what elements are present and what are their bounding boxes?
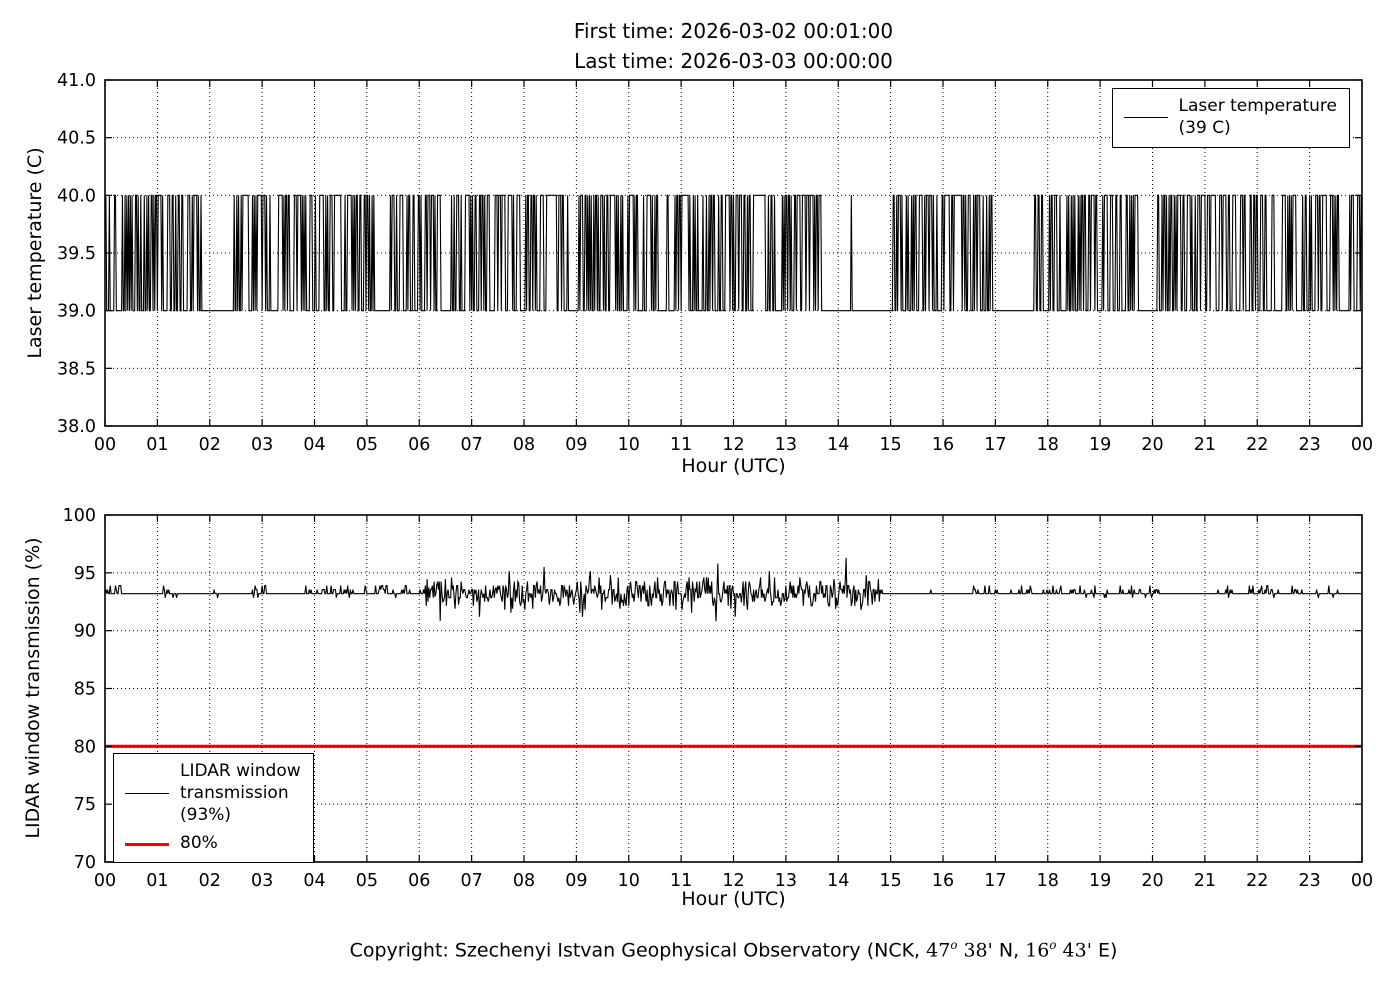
x-tick-label: 09 [565, 435, 587, 455]
y-tick-label: 75 [74, 795, 96, 815]
x-tick-label: 03 [251, 871, 273, 891]
legend-laser-temperature: Laser temperature (39 C) [1111, 88, 1350, 148]
x-tick-label: 04 [303, 871, 325, 891]
x-tick-label: 01 [146, 871, 168, 891]
x-tick-label: 08 [513, 871, 535, 891]
window-transmission-plot: 00 01 02 03 04 05 06 07 08 09 10 11 12 13 14 15 16 17 18 19… [63, 506, 1374, 891]
title-last-time: Last time: 2026-03-03 00:00:00 [574, 49, 893, 73]
copyright-line: Copyright: Szechenyi Istvan Geophysical … [105, 938, 1362, 961]
x-tick-label: 02 [199, 871, 221, 891]
x-tick-label: 06 [408, 871, 430, 891]
copyright-part: 43' [1056, 939, 1092, 962]
x-tick-label: 05 [356, 435, 378, 455]
y-tick-label: 38.5 [57, 359, 96, 379]
legend-entry: Laser temperature (39 C) [1123, 96, 1337, 140]
x-tick-label: 07 [460, 435, 482, 455]
x-tick-label: 18 [1037, 871, 1059, 891]
legend-label-window-transmission: LIDAR window transmission (93%) [180, 761, 301, 825]
x-tick-label: 19 [1089, 435, 1111, 455]
y-tick-label: 85 [74, 680, 96, 700]
x-tick-label: 04 [303, 435, 325, 455]
x-tick-label: 01 [146, 435, 168, 455]
copyright-part: E) [1091, 939, 1118, 962]
x-tick-label: 09 [565, 871, 587, 891]
x-tick-label: 13 [775, 435, 797, 455]
x-tick-label: 22 [1246, 435, 1268, 455]
x-tick-label: 15 [879, 871, 901, 891]
x-tick-label: 14 [827, 871, 849, 891]
x-tick-label: 00 [1351, 435, 1373, 455]
laser-temperature-plot: 00 01 02 03 04 05 06 07 08 09 10 11 12 13 14 15 16 17 18 19… [57, 71, 1373, 455]
x-tick-label: 21 [1194, 435, 1216, 455]
x-tick-label: 23 [1298, 871, 1320, 891]
x-tick-label: 05 [356, 871, 378, 891]
y-tick-label: 40.5 [57, 129, 96, 149]
legend-entry: 80% [125, 833, 301, 855]
y-tick-label: 100 [63, 506, 96, 526]
x-tick-label: 18 [1037, 435, 1059, 455]
legend-label-laser-temperature: Laser temperature (39 C) [1178, 96, 1337, 138]
x-tick-label: 10 [618, 871, 640, 891]
x-tick-label: 16 [932, 871, 954, 891]
copyright-part: 38' [957, 939, 993, 962]
y-tick-label: 80 [74, 737, 96, 757]
x-tick-label: 15 [879, 435, 901, 455]
x-tick-label: 06 [408, 435, 430, 455]
x-tick-label: 10 [618, 435, 640, 455]
y-tick-label: 70 [74, 853, 96, 873]
figure-title: First time: 2026-03-02 00:01:00 Last tim… [105, 16, 1362, 76]
x-tick-label: 21 [1194, 871, 1216, 891]
x-tick-label: 00 [94, 871, 116, 891]
x-tick-label: 03 [251, 435, 273, 455]
legend-label-80-percent: 80% [180, 833, 218, 854]
y-tick-label: 38.0 [57, 417, 96, 437]
y-axis-label-window-transmission: LIDAR window transmission (%) [22, 537, 44, 839]
y-tick-label: 39.5 [57, 244, 96, 264]
x-tick-label: 16 [932, 435, 954, 455]
x-tick-label: 22 [1246, 871, 1268, 891]
x-tick-label: 17 [984, 435, 1006, 455]
x-tick-label: 20 [1141, 435, 1163, 455]
legend-black-line-sample [1123, 117, 1168, 119]
legend-entry: LIDAR window transmission (93%) [125, 761, 301, 826]
title-first-time: First time: 2026-03-02 00:01:00 [573, 19, 894, 43]
x-tick-label: 00 [1351, 871, 1373, 891]
y-tick-label: 39.0 [57, 302, 96, 322]
x-tick-label: 23 [1298, 435, 1320, 455]
copyright-part: 47 [926, 939, 951, 962]
y-tick-label: 90 [74, 622, 96, 642]
x-tick-label: 13 [775, 871, 797, 891]
y-tick-label: 40.0 [57, 186, 96, 206]
window-transmission-series-line [104, 557, 1362, 622]
legend-window-transmission: LIDAR window transmission (93%) 80% [113, 753, 314, 863]
copyright-part: Copyright: Szechenyi Istvan Geophysical … [349, 939, 927, 962]
x-axis-label-top: Hour (UTC) [681, 455, 786, 477]
x-tick-label: 02 [199, 435, 221, 455]
copyright-part: 16 [1025, 939, 1050, 962]
x-tick-label: 11 [670, 871, 692, 891]
x-tick-label: 19 [1089, 871, 1111, 891]
y-tick-label: 41.0 [57, 71, 96, 91]
x-tick-label: 08 [513, 435, 535, 455]
legend-red-line-sample [125, 842, 169, 846]
x-tick-label: 17 [984, 871, 1006, 891]
x-tick-label: 07 [460, 871, 482, 891]
legend-black-line-sample [125, 793, 169, 795]
x-axis-label-bottom: Hour (UTC) [681, 888, 786, 910]
x-tick-label: 11 [670, 435, 692, 455]
copyright-part: N, [992, 939, 1026, 962]
x-tick-label: 14 [827, 435, 849, 455]
copyright-part: o [1049, 938, 1057, 952]
x-tick-label: 12 [722, 435, 744, 455]
y-tick-label: 95 [74, 564, 96, 584]
copyright-part: o [950, 938, 958, 952]
x-tick-label: 12 [722, 871, 744, 891]
x-tick-label: 20 [1141, 871, 1163, 891]
x-tick-label: 00 [94, 435, 116, 455]
